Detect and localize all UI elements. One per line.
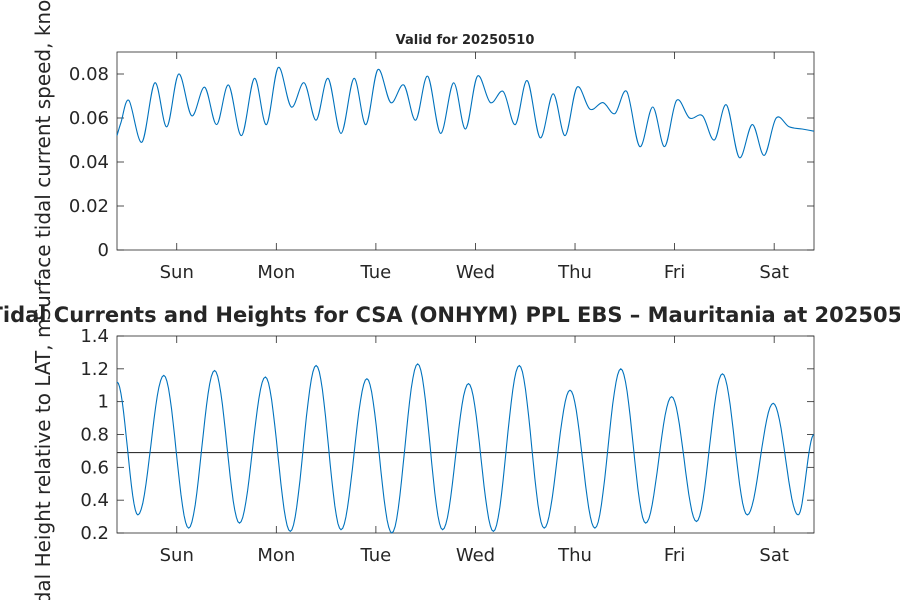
current-speed-plot-area [116, 51, 815, 251]
y-tick-label: 0.8 [80, 425, 109, 446]
x-tick-label: Wed [456, 262, 495, 283]
tidal-height-ylabel: Tidal Height relative to LAT, m [31, 319, 55, 600]
current-speed-line [116, 66, 815, 159]
x-tick-label: Thu [557, 545, 592, 566]
x-tick-label: Mon [257, 262, 295, 283]
x-tick-label: Sun [160, 545, 194, 566]
tidal-height-plot-area [116, 335, 815, 534]
x-tick-label: Sat [759, 262, 789, 283]
y-tick-label: 0.04 [69, 152, 109, 173]
y-tick-label: 1 [98, 392, 109, 413]
y-tick-label: 0.08 [69, 64, 109, 85]
y-tick-label: 0.6 [80, 457, 109, 478]
x-tick-label: Thu [557, 262, 592, 283]
x-tick-label: Sat [759, 545, 789, 566]
x-tick-label: Fri [664, 545, 685, 566]
x-tick-label: Sun [160, 262, 194, 283]
tidal-height-line [116, 363, 815, 534]
current-speed-panel: Valid for 20250510 0 0.02 0.04 0.06 0.08 Sun M… [31, 0, 815, 321]
figure-title: Tidal Currents and Heights for CSA (ONHY… [0, 303, 900, 327]
current-speed-axes: 0 0.02 0.04 0.06 0.08 Sun Mon Tue Wed Thu Fri Sat [69, 52, 814, 283]
y-tick-label: 0.2 [80, 523, 109, 544]
y-tick-label: 0.4 [80, 490, 109, 511]
y-tick-label: 0.06 [69, 108, 109, 129]
y-tick-label: 1.2 [80, 359, 109, 380]
x-tick-label: Fri [664, 262, 685, 283]
current-speed-ylabel: Surface tidal current speed, knots [31, 0, 55, 321]
y-tick-label: 1.4 [80, 326, 109, 347]
x-tick-label: Tue [360, 545, 392, 566]
y-tick-label: 0 [98, 240, 109, 261]
tidal-height-axes: 0.2 0.4 0.6 0.8 1 1.2 1.4 Sun Mon Tue Wed Thu Fri Sat [80, 326, 814, 566]
x-tick-label: Tue [360, 262, 392, 283]
x-tick-label: Mon [257, 545, 295, 566]
tidal-height-panel: 0.2 0.4 0.6 0.8 1 1.2 1.4 Sun Mon Tue Wed Thu Fri Sat… [31, 319, 815, 600]
x-tick-label: Wed [456, 545, 495, 566]
y-tick-label: 0.02 [69, 196, 109, 217]
current-speed-title: Valid for 20250510 [396, 33, 535, 48]
